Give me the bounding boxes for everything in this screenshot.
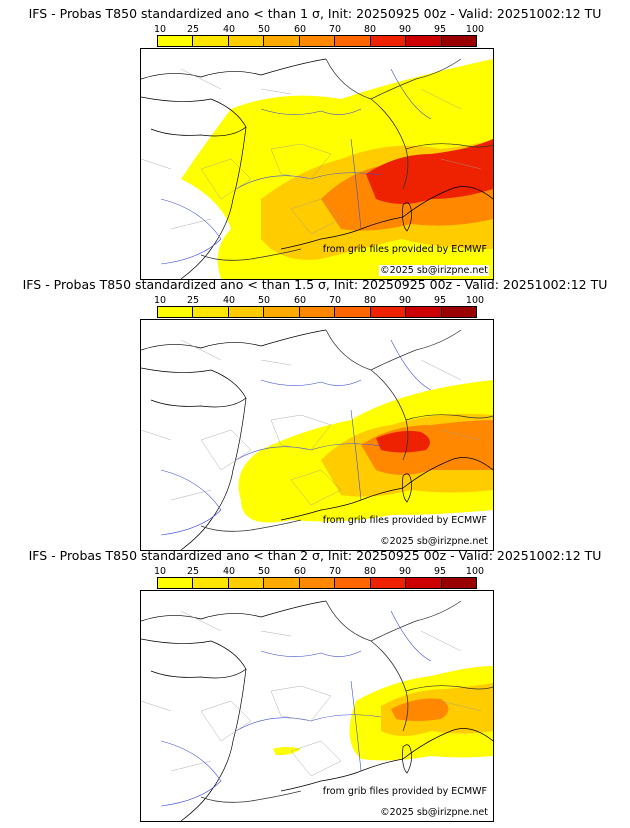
colorbar-swatch (264, 36, 300, 46)
colorbar-tick: 10 (153, 24, 167, 35)
colorbar-tick: 25 (186, 566, 200, 577)
colorbar-swatch (335, 36, 371, 46)
copyright-credit: ©2025 sb@irizpne.net (379, 807, 489, 818)
colorbar-swatch (228, 307, 265, 317)
colorbar-tick: 25 (186, 295, 200, 306)
colorbar-swatch (335, 578, 371, 588)
copyright-credit: ©2025 sb@irizpne.net (379, 536, 489, 547)
colorbar-swatch (299, 36, 336, 46)
colorbar-tick: 80 (363, 295, 377, 306)
colorbar-tick: 95 (433, 24, 447, 35)
colorbar-tick: 90 (398, 24, 412, 35)
colorbar-tick: 40 (222, 24, 236, 35)
copyright-credit: ©2025 sb@irizpne.net (379, 265, 489, 276)
colorbar-swatch (441, 578, 476, 588)
colorbar-tick: 40 (222, 295, 236, 306)
colorbar-tick: 25 (186, 24, 200, 35)
colorbar (157, 35, 477, 47)
colorbar-swatch (441, 36, 476, 46)
colorbar-tick: 70 (328, 24, 342, 35)
map-panel-1: IFS - Probas T850 standardized ano < tha… (0, 6, 630, 280)
colorbar-tick: 100 (465, 295, 485, 306)
colorbar-labels: 10 25 40 50 60 70 80 90 95 100 (153, 24, 484, 35)
colorbar-labels: 10 25 40 50 60 70 80 90 95 100 (153, 566, 484, 577)
colorbar-swatch (228, 36, 265, 46)
colorbar-swatch (193, 307, 229, 317)
colorbar-tick: 80 (363, 24, 377, 35)
colorbar-swatch (193, 36, 229, 46)
colorbar-tick: 70 (328, 566, 342, 577)
colorbar-swatch (299, 307, 336, 317)
data-source-credit: from grib files provided by ECMWF (322, 515, 487, 526)
colorbar-swatch (441, 307, 476, 317)
colorbar (157, 577, 477, 589)
colorbar-tick: 70 (328, 295, 342, 306)
colorbar-swatch (370, 307, 407, 317)
data-source-credit: from grib files provided by ECMWF (322, 244, 487, 255)
panel-title: IFS - Probas T850 standardized ano < tha… (22, 277, 608, 292)
probability-map: from grib files provided by ECMWF ©2025 … (140, 319, 494, 551)
colorbar-swatch (158, 578, 194, 588)
colorbar-tick: 50 (257, 24, 271, 35)
probability-map: from grib files provided by ECMWF ©2025 … (140, 590, 494, 822)
prob-area-orange (391, 698, 449, 721)
colorbar-labels: 10 25 40 50 60 70 80 90 95 100 (153, 295, 484, 306)
colorbar-tick: 50 (257, 295, 271, 306)
colorbar-swatch (370, 36, 407, 46)
colorbar-tick: 40 (222, 566, 236, 577)
colorbar-swatch (158, 307, 194, 317)
data-source-credit: from grib files provided by ECMWF (322, 786, 487, 797)
colorbar-swatch (406, 307, 442, 317)
probability-map: from grib files provided by ECMWF ©2025 … (140, 48, 494, 280)
colorbar (157, 306, 477, 318)
map-panel-3: IFS - Probas T850 standardized ano < tha… (0, 548, 630, 822)
panel-title: IFS - Probas T850 standardized ano < tha… (28, 6, 602, 21)
colorbar-tick: 100 (465, 24, 485, 35)
colorbar-swatch (158, 36, 194, 46)
colorbar-tick: 10 (153, 566, 167, 577)
colorbar-tick: 60 (293, 566, 307, 577)
colorbar-swatch (299, 578, 336, 588)
colorbar-swatch (370, 578, 407, 588)
colorbar-swatch (406, 36, 442, 46)
colorbar-tick: 90 (398, 295, 412, 306)
colorbar-swatch (228, 578, 265, 588)
colorbar-swatch (193, 578, 229, 588)
colorbar-tick: 10 (153, 295, 167, 306)
colorbar-tick: 80 (363, 566, 377, 577)
colorbar-swatch (264, 307, 300, 317)
colorbar-tick: 95 (433, 566, 447, 577)
colorbar-tick: 100 (465, 566, 485, 577)
colorbar-tick: 60 (293, 295, 307, 306)
colorbar-tick: 95 (433, 295, 447, 306)
colorbar-swatch (406, 578, 442, 588)
prob-area-small-yellow (273, 747, 301, 756)
panel-title: IFS - Probas T850 standardized ano < tha… (28, 548, 602, 563)
colorbar-tick: 90 (398, 566, 412, 577)
colorbar-swatch (264, 578, 300, 588)
colorbar-tick: 50 (257, 566, 271, 577)
colorbar-swatch (335, 307, 371, 317)
colorbar-tick: 60 (293, 24, 307, 35)
prob-area-red (366, 139, 493, 204)
prob-area-red (376, 430, 430, 453)
map-panel-2: IFS - Probas T850 standardized ano < tha… (0, 277, 630, 551)
